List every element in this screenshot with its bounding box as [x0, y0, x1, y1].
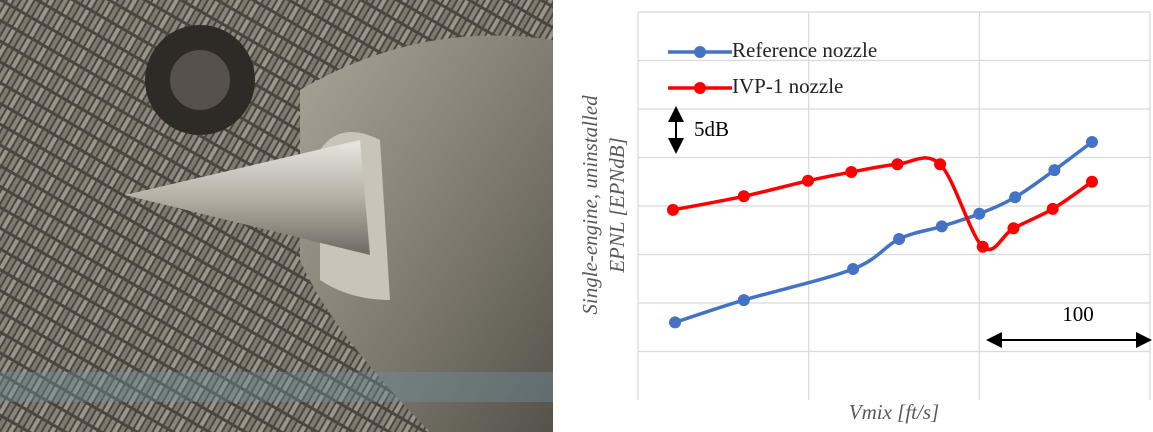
data-point	[801, 174, 814, 187]
annotation: 100	[1062, 302, 1094, 326]
y-axis-label: Single-engine, uninstalled	[578, 95, 602, 315]
data-point	[973, 207, 986, 220]
data-point	[737, 294, 750, 307]
y-axis-label: EPNL [EPNdB]	[605, 137, 629, 274]
data-point	[847, 263, 860, 276]
series-line	[674, 140, 1094, 325]
data-point	[1007, 222, 1020, 235]
x-axis-label: Vmix [ft/s]	[849, 400, 939, 424]
data-point	[666, 203, 679, 216]
data-point	[891, 158, 904, 171]
annotation: 5dB	[694, 117, 729, 141]
data-point	[737, 190, 750, 203]
data-point	[1085, 135, 1098, 148]
series-line	[672, 156, 1093, 252]
data-point	[669, 316, 682, 329]
data-point	[934, 158, 947, 171]
data-point	[1009, 191, 1022, 204]
data-point	[1085, 175, 1098, 188]
data-point	[893, 232, 906, 245]
legend-marker	[694, 82, 706, 94]
data-point	[976, 240, 989, 253]
photo	[0, 0, 553, 432]
legend-label: Reference nozzle	[732, 38, 877, 62]
legend-marker	[694, 46, 706, 58]
data-point	[1046, 202, 1059, 215]
data-point	[1048, 164, 1061, 177]
data-point	[935, 220, 948, 233]
legend-label: IVP-1 nozzle	[732, 74, 843, 98]
data-point	[845, 166, 858, 179]
